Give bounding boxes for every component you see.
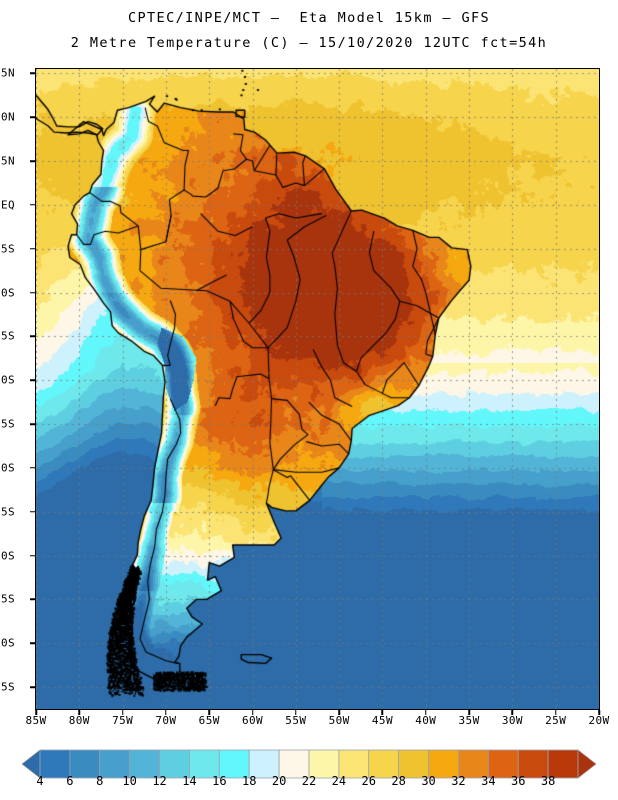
colorbar-tick-label: 6 (66, 774, 74, 788)
latitude-tick-mark (30, 160, 35, 162)
longitude-tick-label: 85W (25, 714, 47, 727)
latitude-tick-mark (30, 291, 35, 294)
longitude-tick-label: 35W (458, 714, 480, 727)
colorbar-tick-label: 20 (271, 774, 287, 788)
longitude-tick-mark (468, 710, 470, 715)
colorbar-tick-label: 32 (451, 774, 466, 788)
latitude-tick-mark (30, 554, 35, 557)
colorbar-tick-label: 34 (481, 774, 496, 788)
latitude-tick-label: 55S (0, 680, 15, 694)
latitude-tick-mark (30, 598, 35, 601)
longitude-tick-label: 70W (155, 714, 177, 727)
latitude-tick-label: 10N (0, 110, 15, 124)
page-subtitle: 2 Metre Temperature (C) — 15/10/2020 12U… (70, 35, 548, 51)
latitude-tick-label: 40S (0, 549, 15, 563)
latitude-tick-mark (30, 116, 35, 118)
latitude-tick-mark (30, 335, 35, 338)
latitude-tick-label: 35S (0, 505, 15, 519)
latitude-tick-mark (30, 72, 35, 75)
colorbar-tick-label: 8 (96, 774, 104, 788)
title-block: CPTEC/INPE/MCT — Eta Model 15km — GFS 2 … (0, 0, 618, 56)
longitude-tick-mark (121, 710, 124, 715)
colorbar-tick-label: 26 (361, 774, 376, 788)
colorbar-tick-label: 22 (301, 774, 317, 788)
longitude-tick-mark (251, 710, 254, 715)
page-title: CPTEC/INPE/MCT — Eta Model 15km — GFS (127, 10, 491, 26)
longitude-tick-label: 50W (328, 714, 350, 727)
latitude-tick-label: EQ (0, 198, 15, 212)
temperature-field-canvas (36, 69, 599, 709)
longitude-tick-mark (165, 710, 167, 715)
latitude-tick-label: 20S (0, 373, 15, 387)
longitude-tick-label: 80W (68, 714, 90, 727)
latitude-tick-label: 45S (0, 592, 15, 606)
longitude-tick-label: 60W (241, 714, 264, 727)
latitude-tick-label: 5S (0, 242, 15, 256)
latitude-tick-mark (30, 379, 35, 381)
longitude-tick-mark (554, 710, 557, 715)
longitude-tick-mark (35, 710, 37, 715)
colorbar-tick-label: 18 (241, 774, 257, 788)
longitude-tick-label: 45W (371, 714, 393, 727)
longitude-tick-mark (381, 710, 384, 715)
colorbar-tick-label: 30 (421, 774, 436, 788)
latitude-tick-label: 15N (0, 66, 15, 80)
longitude-tick-label: 55W (285, 714, 307, 727)
latitude-tick-label: 15S (0, 329, 15, 343)
longitude-tick-label: 30W (501, 714, 523, 727)
colorbar-tick-label: 38 (540, 774, 556, 788)
colorbar-tick-label: 28 (391, 774, 406, 788)
colorbar[interactable] (0, 745, 618, 800)
colorbar-tick-label: 12 (152, 774, 167, 788)
latitude-tick-label: 10S (0, 286, 15, 300)
longitude-tick-label: 25W (545, 714, 567, 727)
longitude-tick-mark (208, 710, 210, 715)
colorbar-tick-label: 14 (182, 774, 197, 788)
latitude-tick-mark (30, 467, 35, 469)
latitude-tick-mark (30, 204, 35, 206)
colorbar-tick-label: 4 (36, 774, 44, 788)
latitude-tick-label: 30S (0, 461, 15, 475)
colorbar-tick-label: 36 (510, 774, 526, 788)
colorbar-swatches (21, 749, 597, 779)
latitude-tick-mark (30, 686, 35, 688)
longitude-tick-mark (338, 710, 340, 715)
latitude-tick-mark (30, 247, 35, 250)
colorbar-tick-label: 10 (122, 774, 137, 788)
latitude-tick-mark (30, 642, 35, 644)
longitude-tick-label: 40W (415, 714, 437, 727)
longitude-tick-label: 20W (588, 714, 610, 727)
latitude-tick-mark (30, 423, 35, 425)
latitude-tick-mark (30, 510, 35, 513)
longitude-tick-label: 75W (112, 714, 134, 727)
longitude-tick-label: 65W (198, 714, 220, 727)
longitude-tick-mark (425, 710, 427, 715)
longitude-tick-mark (598, 710, 600, 715)
longitude-tick-mark (511, 710, 514, 715)
longitude-tick-mark (78, 710, 81, 715)
latitude-tick-label: 5N (0, 154, 15, 168)
longitude-tick-mark (295, 710, 297, 715)
colorbar-tick-label: 16 (212, 774, 227, 788)
latitude-tick-label: 50S (0, 636, 15, 650)
map-plot-area[interactable] (35, 68, 600, 710)
colorbar-tick-label: 24 (331, 774, 347, 788)
latitude-tick-label: 25S (0, 417, 15, 431)
